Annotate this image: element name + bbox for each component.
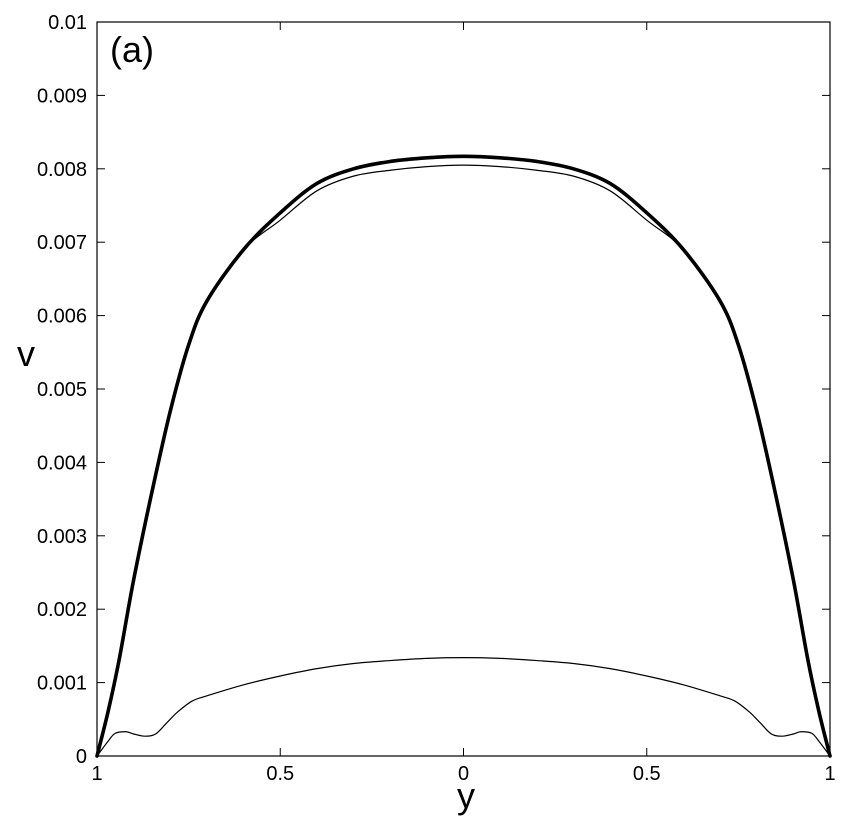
y-axis-label: v [17,333,35,374]
series-group [95,154,832,758]
x-tick-label: 0.5 [266,763,294,785]
y-tick-label: 0.009 [37,85,87,107]
y-tick-label: 0.002 [37,599,87,621]
y-tick-label: 0.007 [37,232,87,254]
panel-label: (a) [110,29,154,70]
x-tick-label: 0 [458,763,469,785]
ticks [96,21,831,757]
series-line-1 [95,154,832,758]
y-tick-label: 0.003 [37,526,87,548]
tick-labels: 1 0.5 0 0.5 100.0010.0020.0030.0040.0050.006… [37,12,836,785]
y-tick-label: 0.004 [37,452,87,474]
x-tick-label: 1 [824,763,835,785]
x-tick-label: 1 [91,763,102,785]
y-tick-label: 0.01 [48,12,87,34]
x-axis-label: y [457,775,475,816]
y-tick-label: 0.006 [37,306,87,328]
series-line-3 [96,657,831,757]
y-tick-label: 0.005 [37,379,87,401]
y-tick-label: 0 [76,746,87,768]
series-line-2 [96,164,831,757]
y-tick-label: 0.008 [37,159,87,181]
y-tick-label: 0.001 [37,673,87,695]
plot-frame [96,21,831,757]
x-tick-label: 0.5 [633,763,661,785]
